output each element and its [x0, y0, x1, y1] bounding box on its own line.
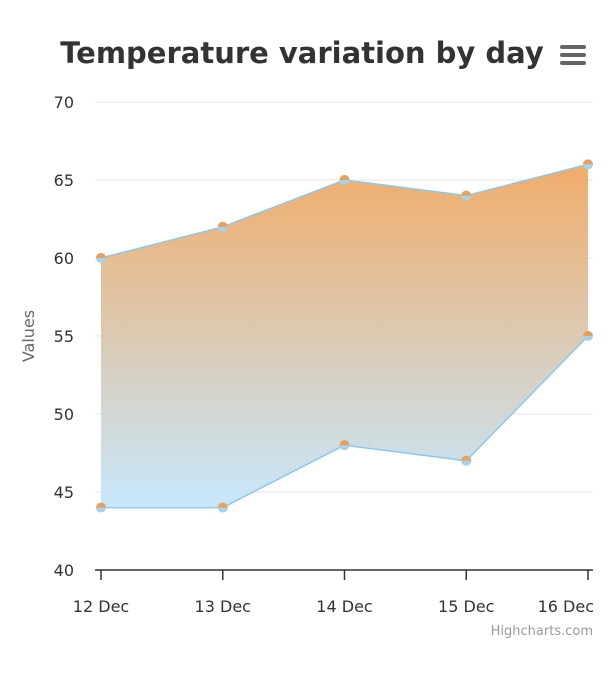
- chart-title: Temperature variation by day: [60, 36, 544, 70]
- x-tick-label: 12 Dec: [73, 597, 129, 616]
- high-point[interactable]: [217, 221, 228, 232]
- low-point[interactable]: [96, 502, 106, 513]
- y-axis-label: Values: [19, 310, 38, 362]
- y-tick-label: 45: [54, 483, 74, 502]
- x-tick-label: 15 Dec: [438, 597, 494, 616]
- high-point[interactable]: [583, 159, 593, 170]
- y-tick-label: 55: [54, 327, 74, 346]
- y-tick-label: 40: [54, 561, 74, 580]
- x-axis: 12 Dec 13 Dec 14 Dec 15 Dec 16 Dec: [73, 569, 594, 616]
- x-tick-label: 14 Dec: [316, 597, 372, 616]
- x-tick-label: 16 Dec: [538, 597, 594, 616]
- high-point[interactable]: [96, 253, 106, 263]
- high-point[interactable]: [339, 175, 350, 185]
- y-tick-label: 60: [54, 249, 74, 268]
- low-point[interactable]: [339, 440, 350, 451]
- y-tick-label: 70: [54, 93, 74, 112]
- low-point[interactable]: [461, 455, 472, 466]
- range-area: [100, 163, 589, 509]
- y-tick-label: 50: [54, 405, 74, 424]
- low-point[interactable]: [217, 502, 228, 513]
- credits-link[interactable]: Highcharts.com: [491, 624, 593, 639]
- y-axis-ticks: 40 45 50 55 60 65 70: [54, 93, 74, 580]
- range-fill: [101, 164, 588, 508]
- low-point[interactable]: [583, 331, 593, 341]
- x-tick-label: 13 Dec: [195, 597, 251, 616]
- high-point[interactable]: [461, 190, 472, 201]
- y-tick-label: 65: [54, 171, 74, 190]
- hamburger-menu-icon[interactable]: [558, 44, 586, 66]
- markers: [96, 159, 593, 513]
